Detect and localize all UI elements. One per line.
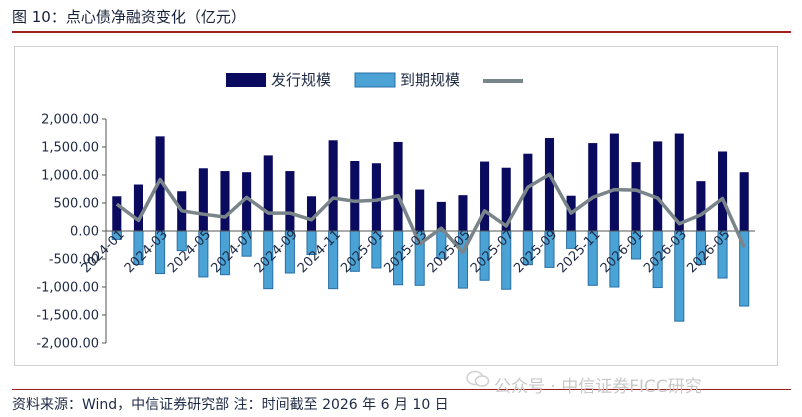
bar-issue [653, 141, 663, 231]
legend-swatch-maturity [354, 72, 396, 88]
bar-issue [458, 195, 468, 231]
y-tick-label: 1,500.00 [41, 141, 99, 156]
bar-issue [263, 155, 273, 231]
y-tick-label: 0.00 [70, 225, 99, 240]
legend-label-issue: 发行规模 [271, 71, 331, 89]
bar-issue [696, 181, 706, 231]
bar-issue [393, 141, 403, 231]
bar-issue [415, 189, 425, 231]
bar-issue [155, 136, 165, 231]
chart-frame: 2,000.00 1,500.00 1,000.00 500.00 0.00 -500.0… [14, 46, 778, 366]
bar-issue [631, 162, 641, 231]
y-tick-label: -500.00 [49, 253, 99, 268]
bar-issue [523, 153, 533, 231]
y-tick-label: -2,000.00 [36, 337, 99, 352]
y-tick-label: 1,000.00 [41, 169, 99, 184]
y-tick-label: 500.00 [54, 197, 100, 212]
bar-issue [350, 161, 360, 231]
bar-issue [371, 163, 381, 231]
net-financing-line [115, 172, 746, 255]
bar-issue [306, 196, 317, 231]
watermark: 公众号 · 中信证券FICC研究 [494, 372, 702, 397]
bar-issue [544, 138, 555, 231]
bar-issue [718, 151, 728, 231]
y-tick-label: -1,000.00 [36, 281, 99, 296]
bar-issue [328, 140, 338, 231]
bar-issue [674, 133, 684, 231]
title-rule [12, 31, 791, 33]
bar-issue [133, 184, 143, 231]
bar-issue [739, 172, 749, 231]
y-tick-label: -1,500.00 [36, 309, 99, 324]
y-tick-label: 2,000.00 [41, 113, 99, 128]
bar-issue [220, 171, 230, 231]
bar-issue [436, 201, 446, 231]
wechat-icon [466, 370, 490, 387]
source-rule [12, 389, 791, 390]
bar-issue [242, 172, 252, 231]
bar-issue [285, 171, 295, 231]
bar-issue [198, 168, 208, 231]
source-note: 资料来源：Wind，中信证券研究部 注：时间截至 2026 年 6 月 10 日 [12, 397, 449, 413]
watermark-text: 公众号 · 中信证券FICC研究 [494, 377, 702, 397]
bar-issue [609, 133, 619, 231]
bar-issue [112, 196, 122, 231]
bar-issue [501, 167, 511, 231]
legend-swatch-issue [226, 73, 266, 87]
bar-issue [480, 161, 490, 231]
chart-svg: 2,000.00 1,500.00 1,000.00 500.00 0.00 -500.0… [36, 71, 755, 352]
legend-label-maturity: 到期规模 [400, 71, 460, 89]
figure-title: 图 10：点心债净融资变化（亿元） [12, 8, 246, 26]
bar-issue [588, 143, 598, 231]
